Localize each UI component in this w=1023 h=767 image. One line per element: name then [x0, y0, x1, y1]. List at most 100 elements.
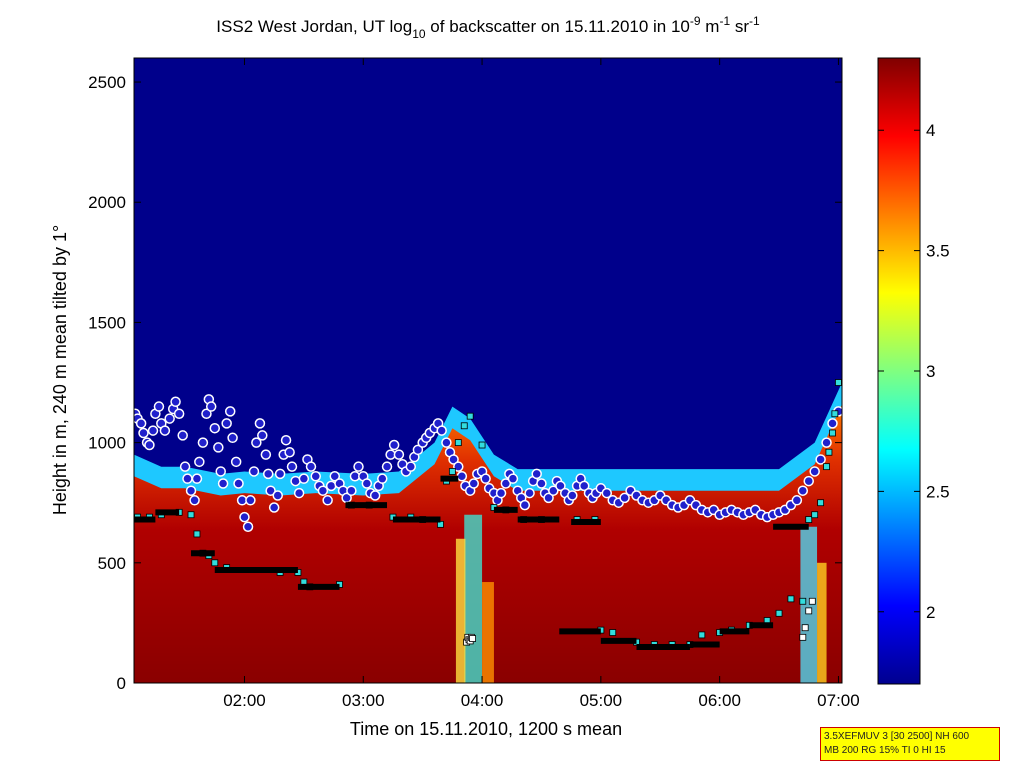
y-tick-label: 1000 [88, 434, 126, 453]
layer-point-circle [280, 434, 292, 446]
layer-point-square [609, 629, 617, 636]
layer-point-circle [448, 454, 459, 465]
layer-point-circle [189, 495, 200, 506]
heatmap-layers [134, 382, 842, 683]
layer-point-circle [201, 408, 212, 420]
layer-point-circle [495, 487, 507, 499]
colorbar-tick-label: 3 [926, 362, 935, 381]
low-signal-column [482, 582, 494, 683]
layer-point-square [811, 511, 819, 519]
layer-point-circle [182, 473, 193, 484]
layer-point-square [825, 448, 833, 456]
layer-point-square [211, 559, 219, 567]
layer-point-circle [298, 473, 310, 484]
x-axis-label: Time on 15.11.2010, 1200 s mean [350, 719, 622, 739]
layer-point-circle [500, 478, 512, 489]
low-signal-column [464, 514, 483, 683]
x-tick-label: 05:00 [580, 691, 623, 710]
layer-point-circle [536, 478, 547, 489]
layer-point-circle [173, 408, 185, 420]
layer-point-circle [197, 437, 209, 448]
layer-point-square [817, 499, 825, 507]
layer-point-circle [227, 432, 238, 444]
low-signal-point [805, 607, 813, 615]
colorbar-ticks: 2 2.5 3 3.5 4 [878, 121, 950, 622]
low-signal-column [455, 538, 466, 683]
colorbar: 2 2.5 3 3.5 4 [877, 57, 950, 685]
layer-point-circle [361, 478, 373, 489]
layer-point-circle [393, 449, 405, 460]
layer-point-circle [405, 461, 417, 472]
layer-point-circle [179, 461, 191, 472]
y-tick-label: 2500 [88, 73, 126, 92]
info-line-1: 3.5XEFMUV 3 [30 2500] NH 600 [824, 731, 970, 742]
layer-point-circle [251, 437, 262, 448]
layer-point-circle [548, 485, 559, 496]
low-signal-column [800, 526, 818, 683]
layer-point-circle [456, 471, 468, 482]
aerosol-layer [134, 404, 842, 683]
layer-point-circle [217, 478, 229, 489]
x-axis: 02:00 03:00 04:00 05:00 06:00 07:00 [223, 58, 860, 710]
layer-point-circle [346, 485, 357, 496]
layer-point-circle [135, 418, 147, 429]
layer-point-circle [531, 468, 542, 480]
layer-point-circle [524, 487, 535, 499]
layer-point-circle [377, 473, 388, 484]
layer-point-square [775, 609, 783, 617]
layer-point-circle [815, 454, 826, 465]
layer-point-circle [453, 461, 464, 472]
layer-markers [134, 379, 842, 650]
layer-point-circle [274, 468, 286, 480]
layer-point-circle [268, 502, 280, 513]
layer-point-circle [209, 422, 221, 434]
layer-point-square [835, 379, 842, 386]
layer-point-circle [468, 478, 479, 489]
low-signal-point [808, 597, 816, 605]
layer-point-circle [619, 492, 630, 504]
layer-point-circle [388, 439, 400, 451]
layer-point-circle [272, 490, 283, 501]
processing-info-box: 3.5XEFMUV 3 [30 2500] NH 600 MB 200 RG 1… [820, 727, 1000, 761]
layer-point-circle [147, 425, 159, 436]
y-tick-label: 500 [98, 554, 126, 573]
layer-point-circle [230, 456, 242, 468]
layer-point-circle [177, 430, 188, 441]
layer-point-circle [293, 487, 305, 499]
layer-point-circle [233, 478, 244, 489]
x-tick-label: 03:00 [342, 691, 385, 710]
layer-point-circle [797, 485, 809, 496]
colorbar-tick-label: 2.5 [926, 482, 950, 501]
layer-point-circle [436, 425, 447, 436]
layer-point-circle [322, 495, 333, 506]
layer-point-circle [138, 427, 149, 439]
layer-point-square [193, 530, 201, 538]
layer-point-circle [578, 480, 590, 492]
layer-point-circle [262, 468, 274, 480]
layer-point-square [698, 631, 706, 639]
low-signal-point [469, 635, 476, 642]
layer-point-square [823, 463, 830, 471]
low-signal-column [817, 562, 827, 683]
plot-area [133, 57, 843, 684]
layer-point-circle [260, 449, 272, 460]
colorbar-gradient [877, 57, 921, 685]
layer-point-circle [153, 401, 165, 412]
y-tick-label: 0 [117, 674, 126, 693]
y-tick-label: 1500 [88, 313, 126, 332]
low-signal-point [799, 633, 807, 641]
low-signal-point [801, 624, 809, 632]
layer-point-circle [170, 396, 181, 407]
layer-point-circle [567, 490, 578, 501]
layer-point-square [831, 410, 839, 418]
layer-point-circle [555, 480, 566, 492]
layer-point-square [805, 516, 813, 523]
layer-point-circle [205, 401, 217, 412]
layer-point-circle [601, 487, 613, 499]
x-tick-label: 07:00 [817, 691, 860, 710]
layer-point-circle [480, 473, 491, 484]
layer-point-circle [194, 456, 205, 468]
layer-point-circle [381, 461, 393, 472]
layer-point-circle [257, 430, 268, 441]
